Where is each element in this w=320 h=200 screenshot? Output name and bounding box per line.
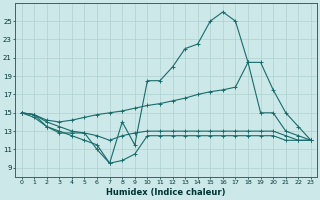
X-axis label: Humidex (Indice chaleur): Humidex (Indice chaleur) [107,188,226,197]
